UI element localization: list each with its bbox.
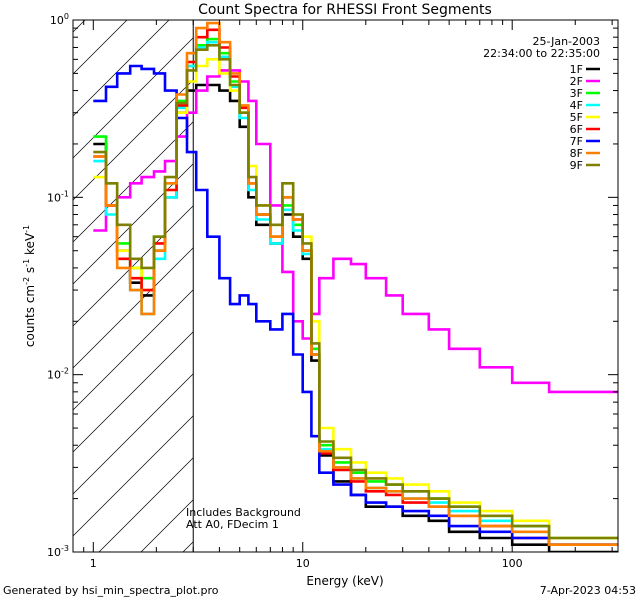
legend-label-2F: 2F	[570, 75, 583, 88]
x-tick-label: 1	[90, 557, 97, 570]
legend-label-6F: 6F	[570, 123, 583, 136]
legend-label-8F: 8F	[570, 147, 583, 160]
date-annotation: 25-Jan-2003	[533, 35, 601, 48]
note-background: Includes Background	[186, 506, 301, 519]
chart-title: Count Spectra for RHESSI Front Segments	[198, 2, 492, 18]
legend-label-1F: 1F	[570, 63, 583, 76]
note-attenuator: Att A0, FDecim 1	[186, 518, 279, 531]
hatch-line	[73, 20, 254, 201]
y-tick-label: 10-2	[47, 367, 69, 382]
legend-label-5F: 5F	[570, 111, 583, 124]
legend-label-7F: 7F	[570, 135, 583, 148]
plot-frame	[72, 19, 619, 553]
series-line-7F	[93, 64, 618, 546]
annotations: 25-Jan-2003 22:34:00 to 22:35:00 Include…	[186, 35, 600, 531]
hatch-mask	[193, 20, 618, 552]
series-lines	[93, 21, 618, 552]
footer-generated-by: Generated by hsi_min_spectra_plot.pro	[3, 584, 219, 597]
axes: 1 10 100 100 10-1 10-2 10-3	[47, 12, 618, 570]
legend-label-4F: 4F	[570, 99, 583, 112]
footer-timestamp: 7-Apr-2023 04:53	[539, 584, 636, 597]
x-tick-label: 10	[296, 557, 310, 570]
y-tick-label: 10-1	[47, 189, 69, 204]
time-range-annotation: 22:34:00 to 22:35:00	[483, 47, 600, 60]
x-axis-label: Energy (keV)	[306, 574, 383, 588]
hatch-line	[73, 20, 86, 33]
y-tick-label: 100	[50, 12, 69, 27]
legend-label-3F: 3F	[570, 87, 583, 100]
y-tick-label: 10-3	[47, 544, 69, 559]
hatch-line	[73, 20, 212, 159]
legend-label-9F: 9F	[570, 159, 583, 172]
y-axis-label: counts cm-2 s-1 keV-1	[22, 225, 37, 347]
series-line-9F	[93, 44, 618, 540]
hatch-line	[73, 20, 170, 117]
excluded-energy-region	[73, 20, 618, 552]
hatch-line	[73, 20, 128, 75]
x-tick-label: 100	[502, 557, 523, 570]
